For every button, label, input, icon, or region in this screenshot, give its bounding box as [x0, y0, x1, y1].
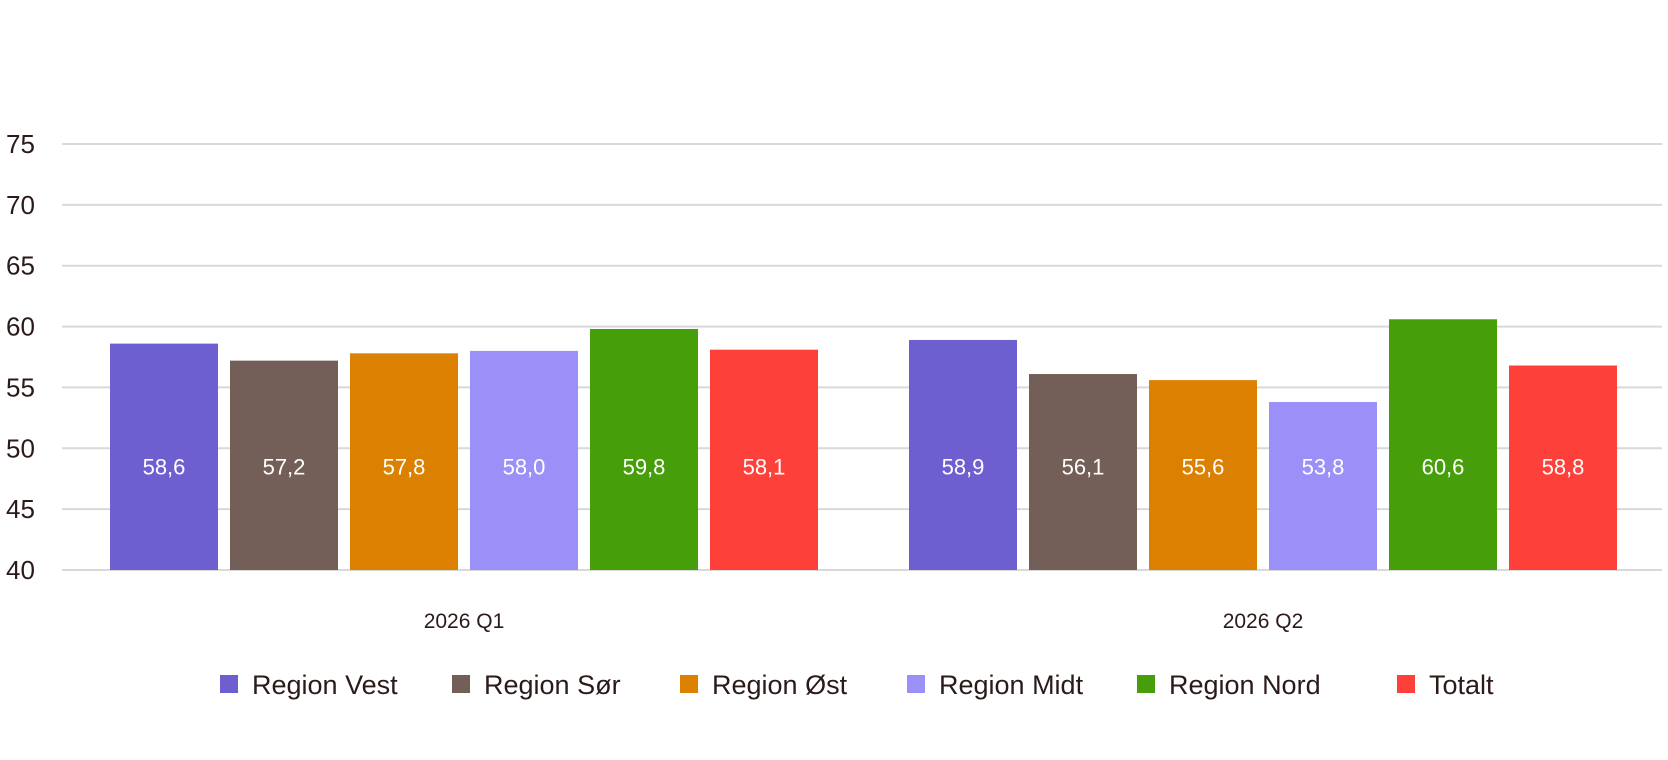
x-category-label: 2026 Q1 — [424, 610, 505, 633]
bar — [1389, 319, 1497, 570]
legend-label: Region Nord — [1169, 670, 1321, 700]
legend-swatch — [1397, 675, 1415, 693]
bar-value-label: 56,1 — [1062, 455, 1105, 480]
y-tick-label: 50 — [6, 433, 35, 463]
y-axis-ticks: 40 45 50 55 60 65 70 75 — [6, 129, 35, 585]
bar-value-label: 58,1 — [743, 455, 786, 480]
y-tick-label: 75 — [6, 129, 35, 159]
y-tick-label: 60 — [6, 312, 35, 342]
bars — [110, 319, 1617, 570]
legend-swatch — [907, 675, 925, 693]
x-axis-categories: 2026 Q1 2026 Q2 — [424, 610, 1304, 633]
legend-swatch — [680, 675, 698, 693]
legend: Region Vest Region Sør Region Øst Region Mi… — [220, 670, 1494, 700]
bar — [1509, 365, 1617, 570]
bar — [110, 343, 218, 570]
bar-value-label: 58,9 — [942, 455, 985, 480]
x-category-label: 2026 Q2 — [1223, 610, 1304, 633]
bar-value-label: 57,8 — [383, 455, 426, 480]
y-tick-label: 65 — [6, 251, 35, 281]
legend-swatch — [1137, 675, 1155, 693]
legend-label: Totalt — [1429, 670, 1494, 700]
bar-value-label: 60,6 — [1422, 455, 1465, 480]
bar-value-label: 55,6 — [1182, 455, 1225, 480]
bar-value-label: 58,0 — [503, 455, 546, 480]
y-tick-label: 55 — [6, 372, 35, 402]
legend-label: Region Vest — [252, 670, 398, 700]
bar — [470, 350, 578, 570]
bar — [909, 339, 1017, 570]
bar — [590, 329, 698, 570]
value-labels: 58,6 57,2 57,8 58,0 59,8 58,1 58,9 56,1 55,6 53,8… — [143, 455, 1585, 480]
legend-swatch — [452, 675, 470, 693]
legend-label: Region Midt — [939, 670, 1084, 700]
bar-value-label: 58,6 — [143, 455, 186, 480]
bar — [1269, 402, 1377, 570]
bar — [1029, 374, 1137, 570]
bar — [230, 360, 338, 570]
bar — [1149, 380, 1257, 570]
bar-value-label: 53,8 — [1302, 455, 1345, 480]
bar-value-label: 58,8 — [1542, 455, 1585, 480]
legend-label: Region Øst — [712, 670, 848, 700]
y-tick-label: 40 — [6, 555, 35, 585]
bar — [710, 349, 818, 570]
bar-value-label: 57,2 — [263, 455, 306, 480]
legend-swatch — [220, 675, 238, 693]
y-tick-label: 45 — [6, 494, 35, 524]
legend-label: Region Sør — [484, 670, 621, 700]
bar-value-label: 59,8 — [623, 455, 666, 480]
y-tick-label: 70 — [6, 190, 35, 220]
bar — [350, 353, 458, 570]
